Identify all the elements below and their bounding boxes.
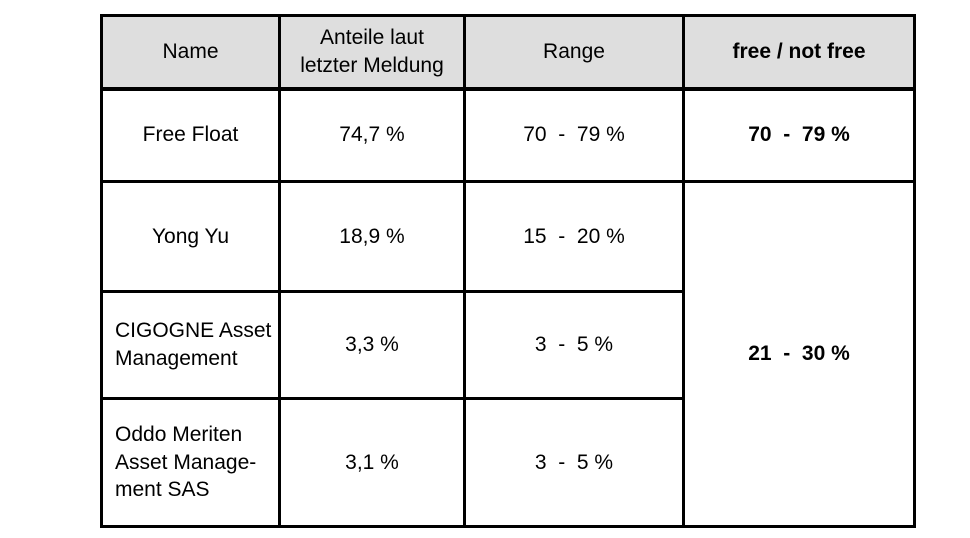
table-row-oddo-meriten: Oddo Meriten Asset Manage- ment SAS 3,1 … — [100, 397, 915, 528]
table-row-yong-yu: Yong Yu 18,9 % 15 - 20 % 21 - 30 % — [100, 180, 916, 528]
cell-range: 3 - 5 % — [463, 290, 685, 400]
cell-name: Oddo Meriten Asset Manage- ment SAS — [100, 397, 281, 528]
shareholder-table: Name Anteile laut letzter Meldung Range … — [100, 14, 916, 528]
table-header-row: Name Anteile laut letzter Meldung Range … — [100, 14, 916, 91]
cell-range: 15 - 20 % — [463, 180, 685, 293]
cell-share: 3,3 % — [278, 290, 466, 400]
cell-name: CIGOGNE Asset Management — [100, 290, 281, 400]
table-row-cigogne: CIGOGNE Asset Management 3,3 % 3 - 5 % — [100, 290, 915, 400]
header-anteile-letzte-meldung: Anteile laut letzter Meldung — [278, 14, 466, 91]
cell-free-range: 70 - 79 % — [682, 87, 916, 183]
cell-name: Free Float — [100, 87, 281, 183]
cell-range: 3 - 5 % — [463, 397, 685, 528]
cell-share: 3,1 % — [278, 397, 466, 528]
table-row-free-float: Free Float 74,7 % 70 - 79 % 70 - 79 % — [100, 87, 916, 183]
header-name: Name — [100, 14, 281, 91]
cell-name: Yong Yu — [100, 180, 281, 293]
header-range: Range — [463, 14, 685, 91]
cell-share: 74,7 % — [278, 87, 466, 183]
cell-range: 70 - 79 % — [463, 87, 685, 183]
header-free-not-free: free / not free — [682, 14, 916, 91]
cell-share: 18,9 % — [278, 180, 466, 293]
cell-not-free-range-merged: 21 - 30 % — [682, 180, 916, 528]
